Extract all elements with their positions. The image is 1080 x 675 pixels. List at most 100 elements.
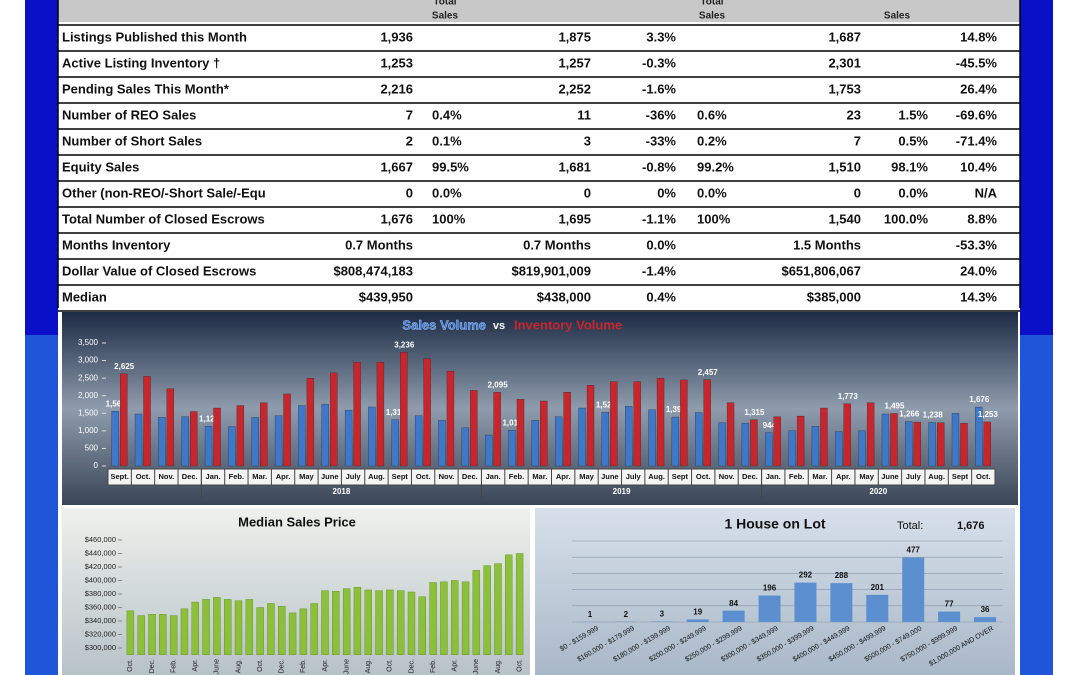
x-tick-label: Apr.	[556, 472, 571, 481]
table-cell: 2	[406, 133, 413, 148]
table-cell: 100%	[432, 211, 466, 226]
x-tick-label: Feb.	[509, 472, 524, 481]
table-cell: 1,875	[558, 29, 591, 44]
row-label: Pending Sales This Month*	[62, 81, 230, 96]
bar	[181, 416, 189, 467]
data-label: 1,676	[969, 395, 990, 404]
bar	[299, 608, 308, 655]
bar	[835, 431, 843, 467]
table-cell: N/A	[975, 185, 998, 200]
bar	[578, 407, 586, 467]
table-cell: 1,257	[558, 55, 591, 70]
bar	[278, 605, 286, 655]
bar	[438, 420, 446, 467]
bar	[440, 581, 448, 655]
row-label: Listings Published this Month	[62, 29, 247, 44]
table-cell: 1.5%	[898, 107, 928, 122]
x-group-label: 2020	[869, 487, 887, 496]
chart-title: Inventory Volume	[514, 317, 622, 332]
bar	[686, 619, 709, 622]
table-cell: 0.7 Months	[345, 237, 413, 252]
bar	[251, 417, 259, 467]
bar	[364, 589, 372, 655]
table-cell: 10.4%	[960, 159, 997, 174]
bar	[905, 421, 913, 467]
bar	[726, 402, 735, 467]
table-cell: 1,687	[828, 29, 861, 44]
bar	[274, 415, 283, 467]
x-tick-label: Sept	[392, 472, 409, 481]
x-tick-label: Oct.	[136, 472, 151, 481]
x-tick-label: Apr.	[836, 472, 851, 481]
x-tick-label: July	[906, 472, 922, 481]
y-tick-label: 2,500	[78, 373, 99, 382]
bar	[190, 411, 198, 467]
table-cell: 23	[847, 107, 861, 122]
left-band-top	[25, 0, 58, 335]
table-header: Sales	[884, 11, 911, 22]
table-cell: 0.6%	[697, 107, 727, 122]
table-cell: 24.0%	[960, 263, 997, 278]
table-cell: 1,253	[380, 55, 413, 70]
bar	[484, 434, 493, 467]
data-label: 36	[981, 605, 990, 614]
bar	[396, 590, 405, 655]
bar	[765, 432, 773, 467]
table-cell: 98.1%	[891, 159, 928, 174]
bar	[461, 427, 469, 467]
bar	[913, 421, 921, 467]
data-label: 944	[763, 421, 777, 430]
bar	[134, 413, 143, 467]
data-label: 84	[729, 599, 738, 608]
table-cell: $808,474,183	[333, 263, 413, 278]
house-panel	[535, 508, 1015, 675]
y-tick-label: $380,000	[85, 589, 116, 598]
bar	[563, 392, 571, 467]
table-cell: 7	[406, 107, 413, 122]
y-tick-label: $460,000	[85, 535, 116, 544]
bar	[213, 407, 221, 467]
data-label: 77	[945, 600, 954, 609]
bar	[960, 422, 968, 467]
bar	[858, 430, 866, 467]
bar	[159, 614, 167, 655]
bar	[758, 595, 781, 622]
bar	[794, 582, 817, 622]
y-tick-label: 2,000	[78, 391, 99, 400]
row-label: Total Number of Closed Escrows	[62, 211, 265, 226]
x-tick-label: Aug.	[928, 472, 945, 481]
table-cell: 2,216	[380, 81, 413, 96]
x-tick-label: Dec.	[149, 659, 156, 673]
bar	[974, 617, 997, 622]
table-cell: 0.1%	[432, 133, 462, 148]
bar	[111, 411, 119, 467]
table-cell: 0	[406, 185, 413, 200]
x-tick-label: June	[343, 659, 350, 674]
x-tick-label: Apr.	[192, 659, 199, 672]
table-cell: $438,000	[537, 289, 591, 304]
data-label: 3,236	[394, 340, 415, 349]
bar	[224, 599, 232, 655]
x-tick-label: Feb.	[170, 659, 177, 673]
y-tick-label: 1,000	[78, 426, 99, 435]
table-cell: 0%	[657, 185, 676, 200]
bar	[321, 403, 329, 467]
bar	[625, 406, 633, 467]
bar	[288, 612, 297, 655]
x-tick-label: July	[346, 472, 362, 481]
table-header: Sales	[432, 11, 459, 22]
data-label: 1,266	[899, 410, 920, 419]
data-label: 196	[763, 584, 777, 593]
row-label: Other (non-REO/-Short Sale/-Equ	[62, 185, 266, 200]
x-tick-label: Oct.	[976, 472, 991, 481]
bar	[120, 373, 128, 467]
y-tick-label: 500	[85, 444, 99, 453]
data-label: 2,457	[698, 368, 719, 377]
bar	[718, 422, 726, 467]
data-label: 1,318	[386, 408, 407, 417]
bar	[344, 409, 353, 467]
bar	[429, 582, 437, 655]
data-label: 3	[660, 610, 665, 619]
